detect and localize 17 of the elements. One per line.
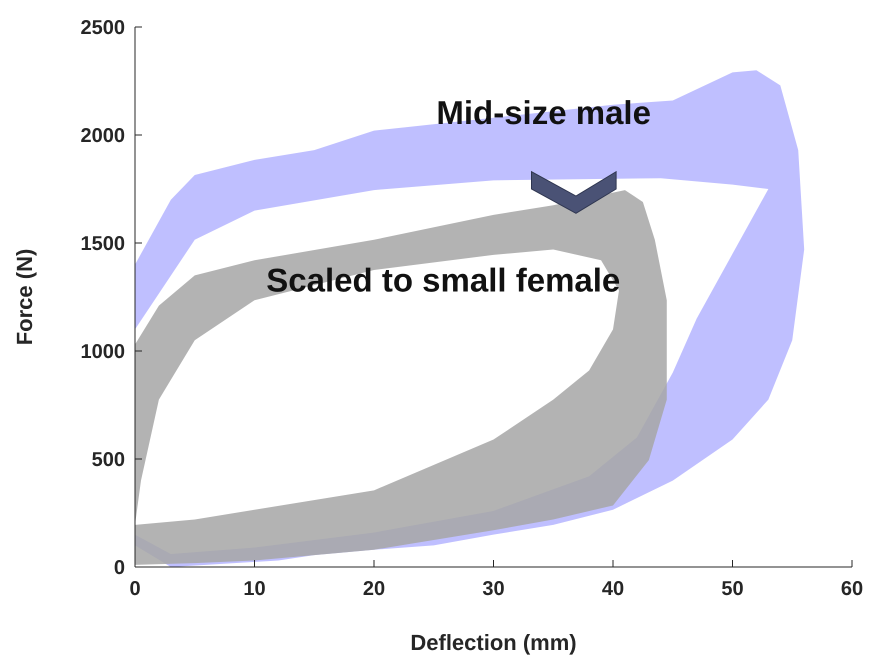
series-label: Scaled to small female [266, 262, 620, 299]
x-tick-label: 10 [243, 578, 266, 600]
x-axis-title: Deflection (mm) [410, 630, 577, 655]
x-tick-label: 20 [362, 578, 386, 600]
y-tick-label: 2000 [80, 125, 125, 147]
x-tick-label: 60 [840, 578, 864, 600]
x-tick-label: 50 [721, 578, 744, 600]
series-label: Mid-size male [436, 94, 651, 132]
y-tick-label: 1500 [80, 233, 125, 255]
x-tick-label: 30 [482, 578, 505, 600]
y-tick-label: 2500 [80, 17, 125, 39]
y-tick-label: 0 [114, 557, 125, 579]
x-tick-label: 0 [129, 578, 141, 600]
x-tick-label: 40 [602, 578, 624, 600]
y-tick-label: 500 [92, 449, 125, 471]
y-axis-title: Force (N) [12, 248, 37, 346]
y-tick-label: 1000 [80, 341, 125, 363]
